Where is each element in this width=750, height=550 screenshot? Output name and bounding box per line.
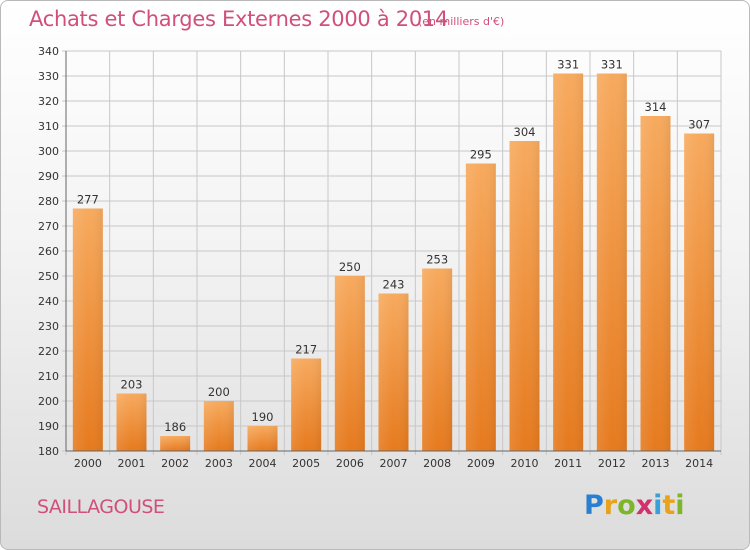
y-tick-label: 230 xyxy=(38,320,59,333)
bar-shine xyxy=(553,73,584,451)
bar-shine xyxy=(596,73,627,451)
bar-shine xyxy=(378,293,409,451)
y-tick-label: 190 xyxy=(38,420,59,433)
value-label-layer: 277 203 186 200 190 217 250 243 253 295 304 331 331 3… xyxy=(77,58,710,435)
x-tick-label: 2007 xyxy=(380,457,408,470)
y-tick-label: 200 xyxy=(38,395,59,408)
x-tick-label: 2005 xyxy=(292,457,320,470)
chart-title: Achats et Charges Externes 2000 à 2014 xyxy=(29,7,449,31)
value-label: 203 xyxy=(121,378,143,392)
value-label: 314 xyxy=(645,100,667,114)
x-tick-label: 2013 xyxy=(642,457,670,470)
y-tick-label: 280 xyxy=(38,195,59,208)
bar-shine xyxy=(72,208,103,451)
value-label: 190 xyxy=(252,410,274,424)
y-tick-label: 250 xyxy=(38,270,59,283)
bar-shine xyxy=(640,116,671,451)
y-tick-label: 300 xyxy=(38,145,59,158)
chart-subtitle: (en milliers d'€) xyxy=(418,15,505,28)
bar-layer xyxy=(72,73,715,451)
y-tick-label: 320 xyxy=(38,95,59,108)
bar-shine xyxy=(203,401,234,451)
value-label: 331 xyxy=(601,58,623,72)
x-tick-label: 2009 xyxy=(467,457,495,470)
value-label: 250 xyxy=(339,260,361,274)
x-tick-label: 2011 xyxy=(554,457,582,470)
bar-shine xyxy=(422,268,453,451)
proxiti-logo: Proxiti xyxy=(584,490,685,521)
bar-shine xyxy=(509,141,540,451)
axis-layer: 180 190 200 210 220 230 240 250 260 270 280 290 300 3… xyxy=(38,45,721,470)
commune-name: SAILLAGOUSE xyxy=(37,496,165,518)
y-tick-label: 340 xyxy=(38,45,59,58)
bar-shine xyxy=(160,436,191,451)
value-label: 186 xyxy=(164,420,186,434)
bar-shine xyxy=(465,163,496,451)
y-tick-label: 240 xyxy=(38,295,59,308)
value-label: 307 xyxy=(688,118,710,132)
x-tick-label: 2010 xyxy=(511,457,539,470)
value-label: 253 xyxy=(426,253,448,267)
value-label: 295 xyxy=(470,148,492,162)
bar-shine xyxy=(334,276,365,451)
bar-shine xyxy=(684,133,715,451)
value-label: 304 xyxy=(514,125,536,139)
value-label: 217 xyxy=(295,343,317,357)
x-tick-label: 2000 xyxy=(74,457,102,470)
value-label: 200 xyxy=(208,385,230,399)
logo-letter: i xyxy=(675,490,685,521)
logo-letter: i xyxy=(653,490,663,521)
y-tick-label: 330 xyxy=(38,70,59,83)
logo-letter: P xyxy=(584,490,604,521)
x-tick-label: 2004 xyxy=(249,457,277,470)
x-tick-label: 2001 xyxy=(118,457,146,470)
y-tick-label: 180 xyxy=(38,445,59,458)
y-tick-label: 310 xyxy=(38,120,59,133)
x-tick-label: 2002 xyxy=(161,457,189,470)
bar-shine xyxy=(116,393,147,451)
y-tick-label: 210 xyxy=(38,370,59,383)
logo-letter: x xyxy=(635,490,654,521)
logo-letter: t xyxy=(662,490,676,521)
bar-shine xyxy=(291,358,322,451)
y-tick-label: 220 xyxy=(38,345,59,358)
bar-shine xyxy=(247,426,278,451)
x-tick-label: 2014 xyxy=(685,457,713,470)
y-tick-label: 260 xyxy=(38,245,59,258)
logo-letter: o xyxy=(617,490,636,521)
logo-letter: r xyxy=(603,490,618,521)
y-tick-label: 290 xyxy=(38,170,59,183)
value-label: 331 xyxy=(557,58,579,72)
value-label: 277 xyxy=(77,193,99,207)
x-tick-label: 2008 xyxy=(423,457,451,470)
value-label: 243 xyxy=(383,278,405,292)
x-tick-label: 2003 xyxy=(205,457,233,470)
x-tick-label: 2012 xyxy=(598,457,626,470)
y-tick-label: 270 xyxy=(38,220,59,233)
x-tick-label: 2006 xyxy=(336,457,364,470)
